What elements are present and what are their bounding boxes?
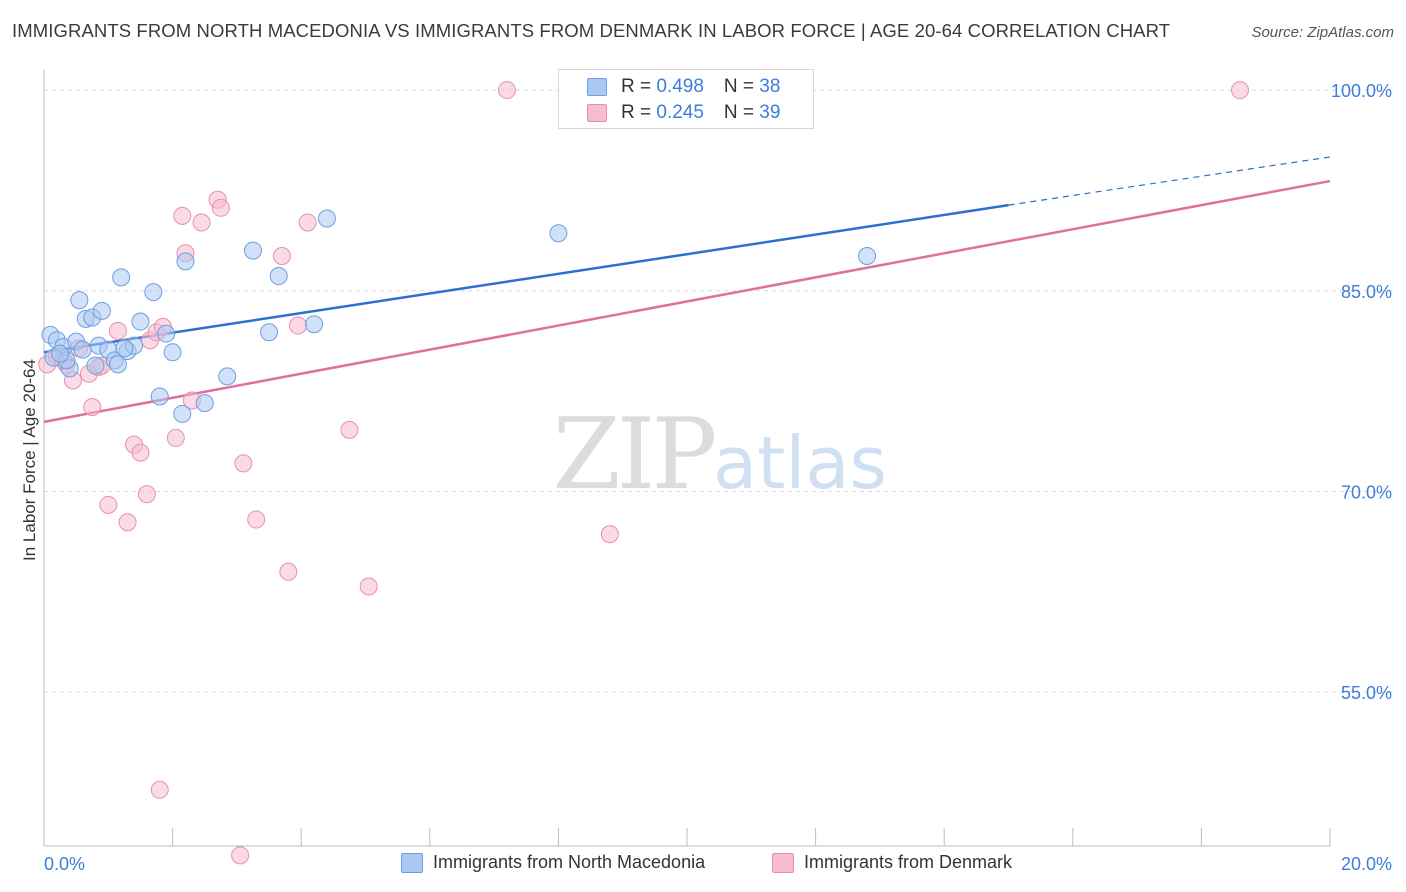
watermark: ZIP atlas [553,398,887,512]
y-tick-label: 85.0% [1341,282,1392,302]
point-north-macedonia [115,339,134,358]
tick-labels: 100.0% 85.0% 70.0% 55.0% 0.0% 20.0% [44,81,1392,874]
point-denmark [600,525,619,544]
point-denmark [173,206,192,225]
legend-swatch-pink [587,104,607,122]
y-axis-title-wrap: In Labor Force | Age 20-64 [16,250,44,670]
point-denmark [108,321,127,340]
point-north-macedonia [173,404,192,423]
point-north-macedonia [92,301,111,320]
watermark-atlas: atlas [713,421,887,505]
stats-legend: R = 0.498 N = 38 R = 0.245 N = 39 [558,69,814,129]
legend-r-label: R = [621,102,657,123]
legend-swatch-blue [587,78,607,96]
point-denmark [359,577,378,596]
axes [43,70,1331,847]
series-swatch-pink [772,852,794,873]
y-tick-label: 55.0% [1341,683,1392,703]
trend-line-denmark [43,179,1331,424]
point-north-macedonia [269,267,288,286]
point-north-macedonia [163,343,182,362]
chart-title: IMMIGRANTS FROM NORTH MACEDONIA VS IMMIG… [12,20,1171,41]
point-denmark [247,510,266,529]
y-tick-label: 100.0% [1331,81,1392,101]
legend-row-denmark: R = 0.245 N = 39 [587,101,780,125]
series-legend-north-macedonia[interactable]: Immigrants from North Macedonia [401,852,705,873]
point-north-macedonia [150,387,169,406]
point-denmark [231,846,250,865]
trend-lines [43,156,1331,424]
point-north-macedonia [305,315,324,334]
point-denmark [497,81,516,100]
point-denmark [340,420,359,439]
data-points [38,81,1249,865]
legend-n-value: 39 [759,102,781,123]
point-north-macedonia [260,323,279,342]
y-axis-title: In Labor Force | Age 20-64 [20,359,39,561]
point-north-macedonia [86,356,105,375]
legend-r-label: R = [621,76,657,97]
point-north-macedonia [195,394,214,413]
legend-n-label: N = [723,76,760,97]
trend-line-north-macedonia [43,203,1009,354]
point-denmark [279,562,298,581]
point-denmark [150,780,169,799]
legend-r-value: 0.245 [656,102,704,123]
point-denmark [166,428,185,447]
y-tick-label: 70.0% [1341,482,1392,502]
point-north-macedonia [176,252,195,271]
series-legend-denmark[interactable]: Immigrants from Denmark [772,852,1012,873]
series-label: Immigrants from Denmark [804,852,1013,872]
point-denmark [99,495,118,514]
point-denmark [83,398,102,417]
watermark-zip: ZIP [553,398,715,512]
point-denmark [137,485,156,504]
point-denmark [211,198,230,217]
point-north-macedonia [144,283,163,302]
point-denmark [192,213,211,232]
grid-lines [44,89,1392,693]
point-denmark [298,213,317,232]
point-denmark [131,443,150,462]
point-denmark [234,454,253,473]
point-north-macedonia [112,268,131,287]
series-legend: Immigrants from North Macedonia Immigran… [0,852,1406,878]
series-label: Immigrants from North Macedonia [433,852,706,872]
x-tick-label: 20.0% [1341,854,1392,874]
legend-n-value: 38 [759,76,781,97]
trend-line-north-macedonia-extension [1008,156,1331,206]
point-north-macedonia [157,324,176,343]
point-denmark [1230,81,1249,100]
point-north-macedonia [218,367,237,386]
point-denmark [288,316,307,335]
point-north-macedonia [73,340,92,359]
source-credit: Source: ZipAtlas.com [1251,24,1394,41]
x-tick-label: 0.0% [44,854,85,874]
point-north-macedonia [70,291,89,310]
point-north-macedonia [317,209,336,228]
series-swatch-blue [401,852,423,873]
point-north-macedonia [131,312,150,331]
legend-r-value: 0.498 [656,76,704,97]
point-north-macedonia [108,355,127,374]
legend-row-north-macedonia: R = 0.498 N = 38 [587,75,780,99]
point-denmark [118,513,137,532]
legend-n-label: N = [723,102,760,123]
point-north-macedonia [549,224,568,243]
point-north-macedonia [243,241,262,260]
point-north-macedonia [858,246,877,265]
point-north-macedonia [51,344,70,363]
point-denmark [272,246,291,265]
